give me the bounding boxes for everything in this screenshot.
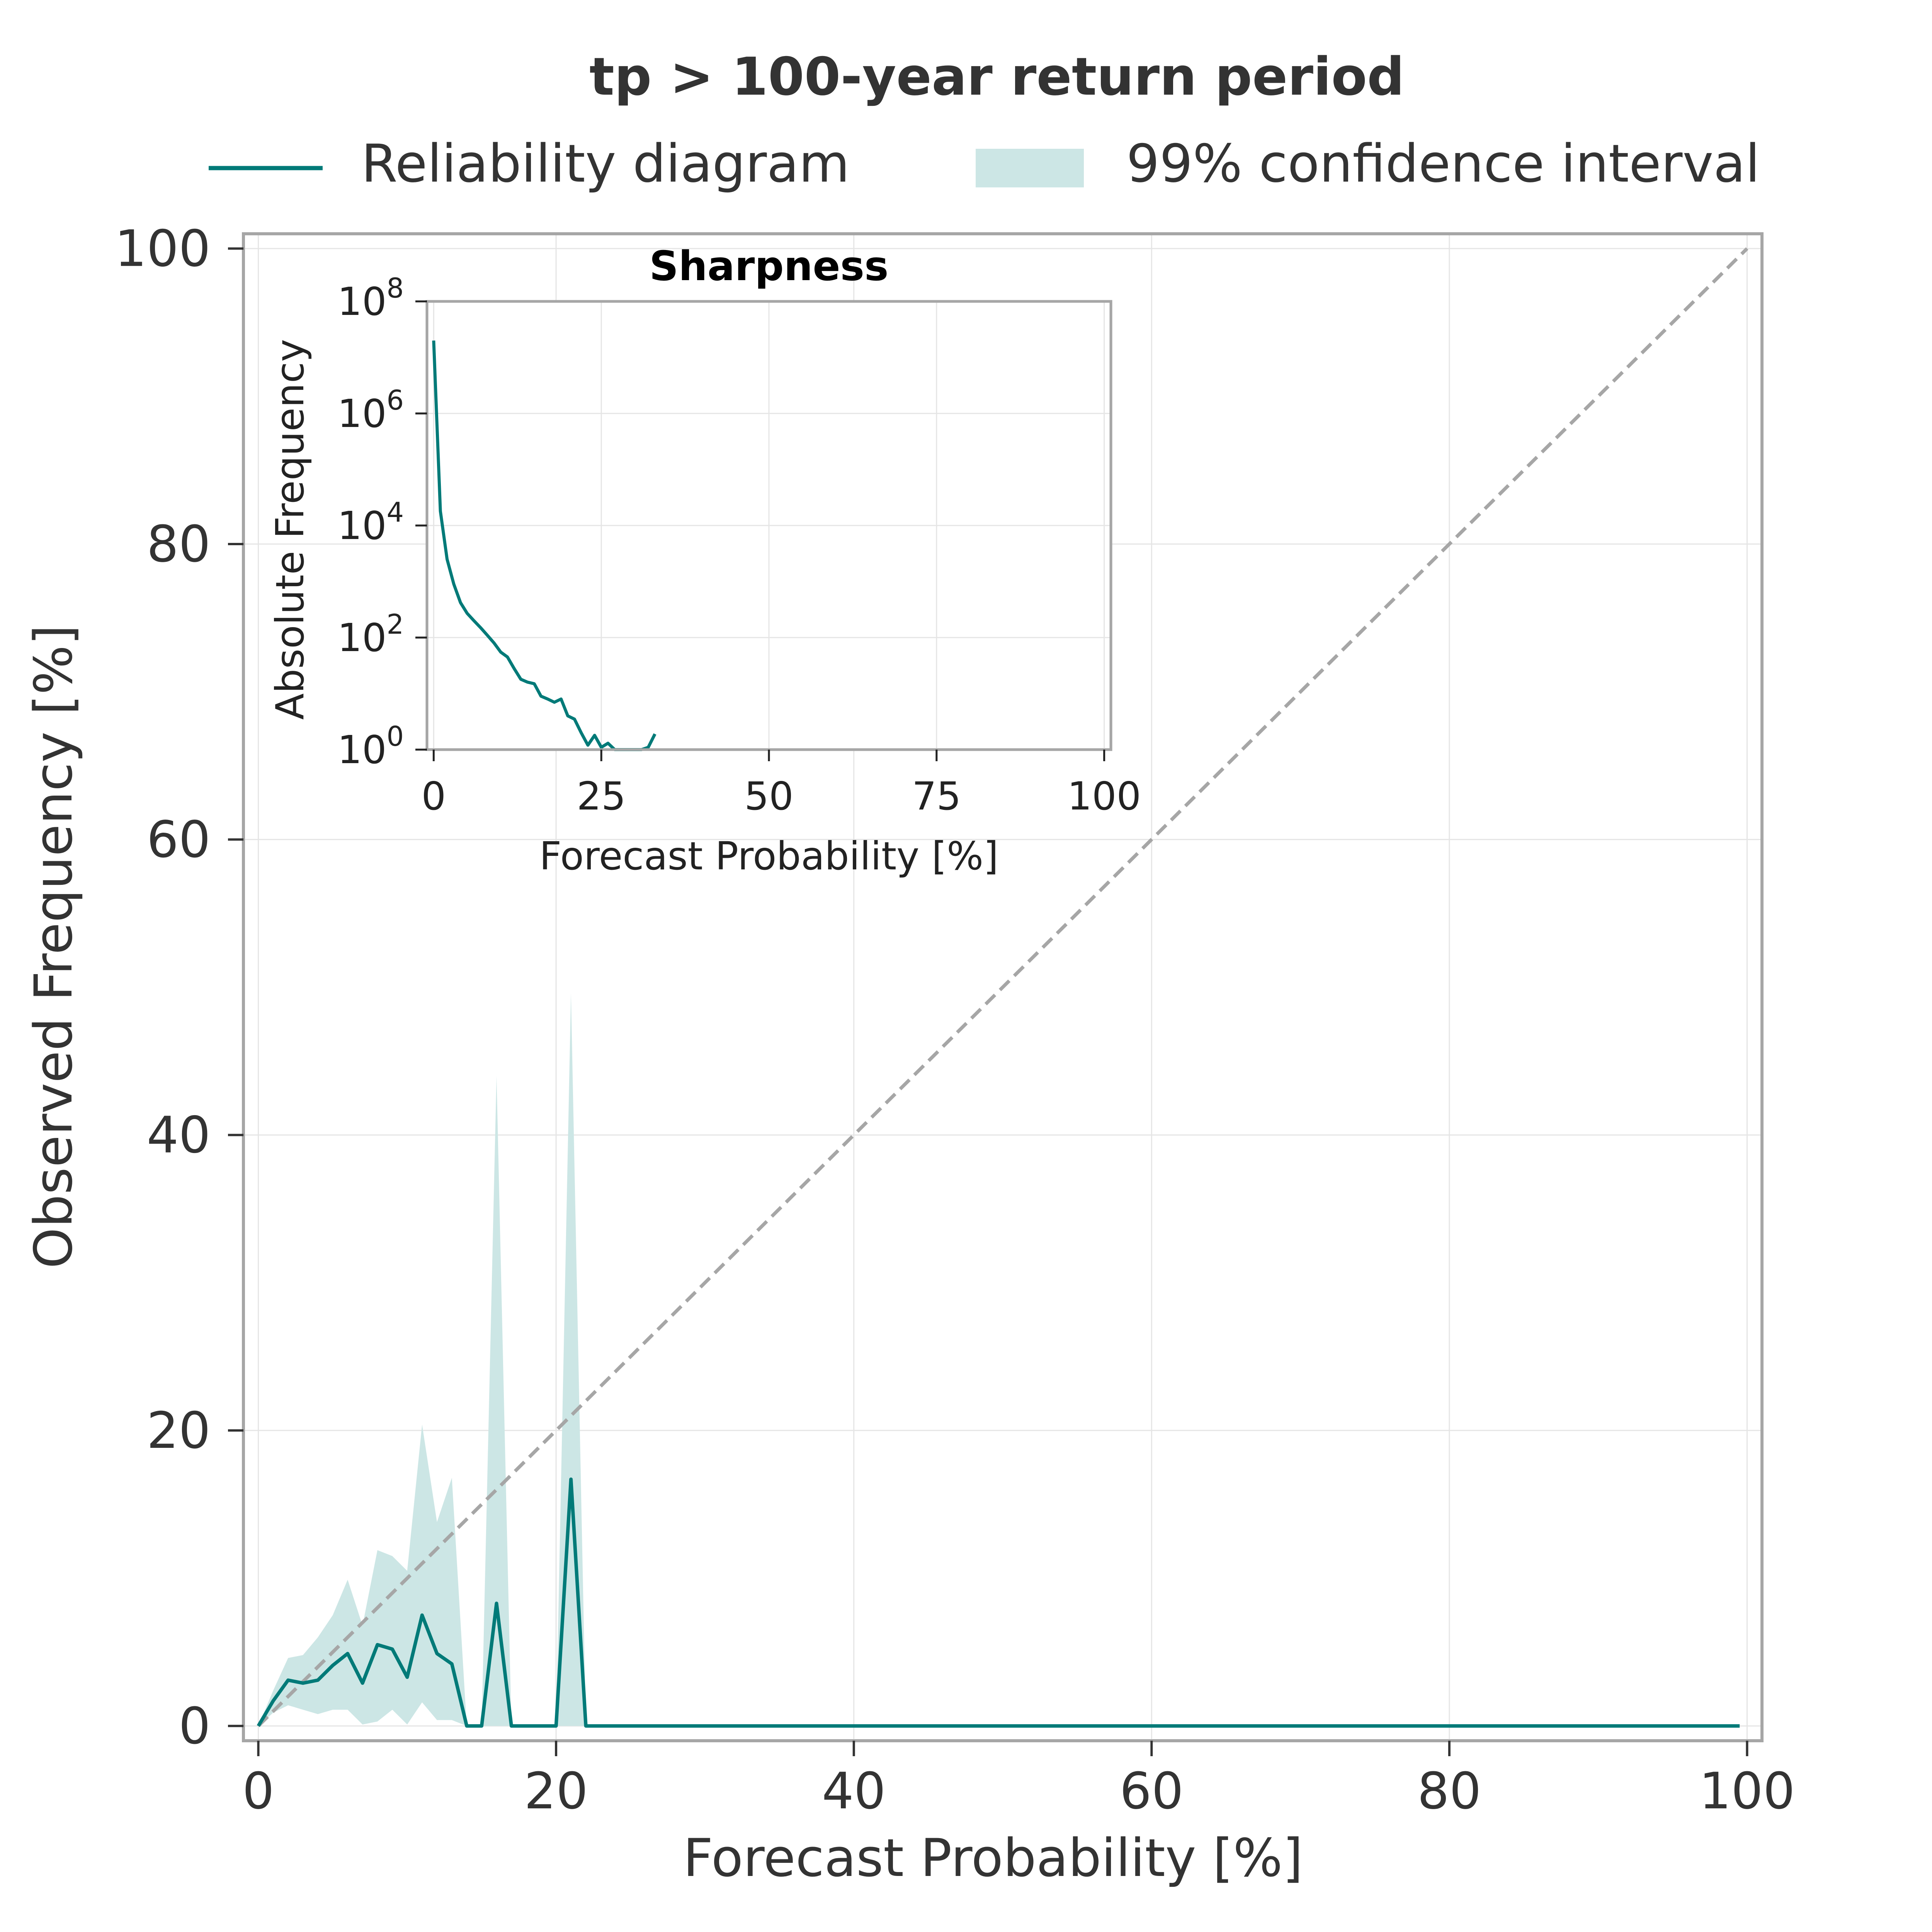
inset-x-tick-label: 0: [422, 774, 446, 819]
confidence-band-layer: [258, 993, 601, 1726]
chart-title: tp > 100-year return period: [589, 46, 1404, 107]
inset-y-tick-label: 108: [337, 272, 404, 324]
reliability-line: [257, 1477, 1740, 1728]
y-tick-label: 20: [147, 1401, 211, 1460]
legend: Reliability diagram 99% confidence inter…: [209, 133, 1760, 194]
inset-x-tick-label: 25: [577, 774, 626, 819]
diagonal-layer: [257, 247, 1748, 1727]
x-tick-label: 60: [1120, 1762, 1184, 1820]
legend-label-confidence: 99% confidence interval: [1126, 133, 1760, 194]
x-tick-label: 80: [1417, 1762, 1481, 1820]
y-tick-label: 60: [147, 810, 211, 869]
inset-y-tick-label: 102: [337, 609, 404, 660]
inset-y-tick-label: 106: [337, 384, 404, 436]
x-axis-label: Forecast Probability [%]: [683, 1828, 1303, 1888]
confidence-band: [258, 993, 601, 1726]
sharpness-y-axis-label: Absolute Frequency: [267, 339, 313, 719]
legend-label-reliability: Reliability diagram: [361, 133, 850, 194]
sharpness-title: Sharpness: [649, 243, 888, 290]
main-plot-ticks: 0 20 40 60 80 100 0 20 40 60 80 100: [115, 219, 1795, 1820]
x-tick-label: 0: [242, 1762, 274, 1820]
inset-x-tick-label: 75: [912, 774, 961, 819]
x-tick-label: 40: [822, 1762, 886, 1820]
main-plot-frame-layer: [242, 232, 1764, 1742]
inset-y-tick-label: 100: [337, 721, 404, 772]
y-tick-label: 40: [147, 1105, 211, 1164]
x-tick-label: 100: [1699, 1762, 1795, 1820]
inset-x-tick-label: 50: [744, 774, 793, 819]
y-tick-label: 0: [179, 1697, 211, 1755]
inset-y-tick-label: 104: [337, 497, 404, 548]
reliability-line-layer: [257, 1477, 1740, 1728]
x-tick-label: 20: [524, 1762, 588, 1820]
y-axis-label: Observed Frequency [%]: [23, 625, 84, 1269]
sharpness-inset-ticks: 0 25 50 75 100 100 102 104 106 108: [337, 272, 1141, 819]
y-tick-label: 80: [147, 515, 211, 573]
inset-x-tick-label: 100: [1067, 774, 1141, 819]
legend-band-swatch: [976, 149, 1084, 187]
sharpness-x-axis-label: Forecast Probability [%]: [539, 833, 998, 879]
main-plot-frame: [242, 232, 1764, 1742]
perfect-reliability-diagonal: [257, 247, 1748, 1727]
sharpness-inset: 0 25 50 75 100 100 102 104 106 108 Sharpness Fore…: [267, 243, 1141, 879]
y-tick-label: 100: [115, 219, 211, 278]
